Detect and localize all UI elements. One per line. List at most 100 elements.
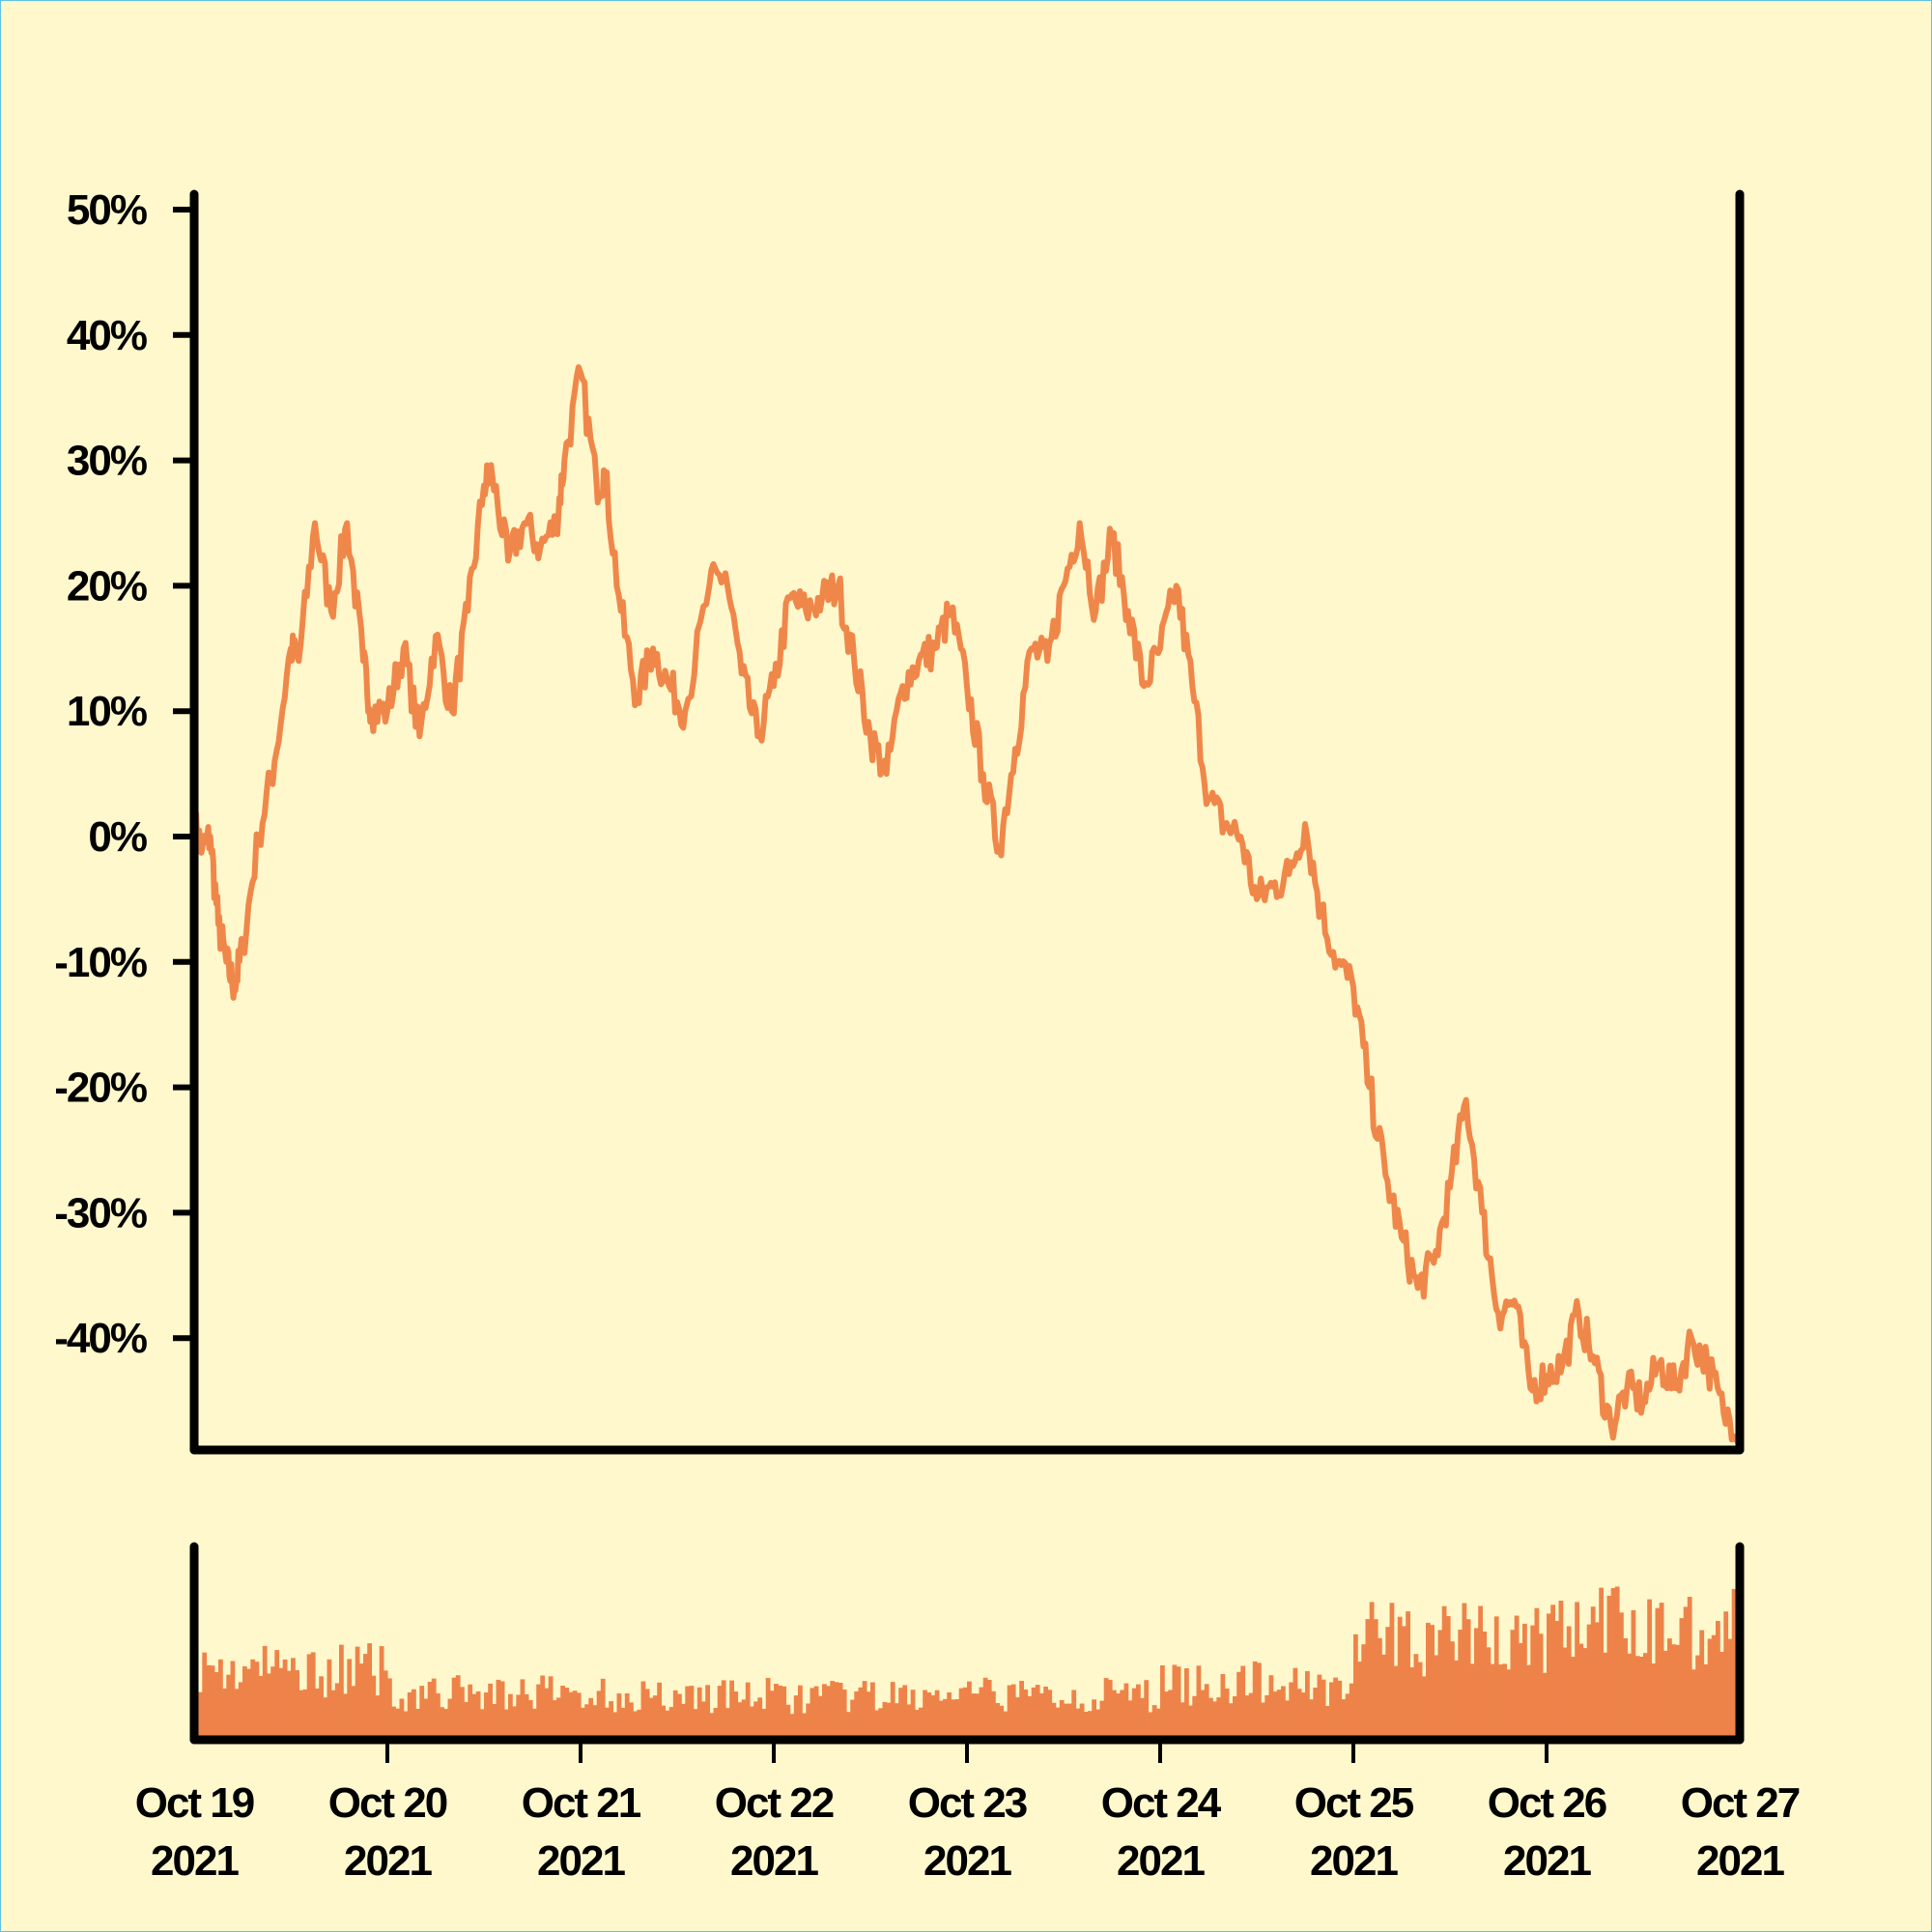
volume-bar: [1003, 1711, 1009, 1740]
volume-bar: [854, 1690, 860, 1740]
volume-bar: [1010, 1684, 1016, 1740]
volume-bar: [278, 1667, 284, 1740]
y-tick-label: -20%: [54, 1065, 147, 1112]
volume-bar: [254, 1662, 260, 1740]
volume-bar: [1723, 1611, 1729, 1740]
volume-bar: [1450, 1641, 1455, 1740]
volume-bar: [1703, 1663, 1709, 1740]
volume-bar: [1357, 1662, 1362, 1740]
volume-bar: [1055, 1707, 1061, 1740]
volume-bar: [1662, 1650, 1668, 1740]
volume-bar: [826, 1686, 831, 1740]
volume-bar: [1603, 1652, 1608, 1740]
volume-bar: [657, 1682, 662, 1740]
volume-bar: [412, 1689, 416, 1740]
y-axis-ticks: 50% 40% 30% 20% 10% 0% -10% -20% -30% -40%: [54, 186, 194, 1362]
volume-bar: [1204, 1684, 1209, 1740]
x-tick-year: 2021: [344, 1837, 432, 1885]
volume-bar: [1228, 1703, 1234, 1740]
volume-bar: [696, 1687, 702, 1740]
volume-bar: [1671, 1644, 1676, 1740]
volume-bar: [895, 1703, 899, 1740]
volume-bar: [1079, 1703, 1085, 1740]
volume-bar: [870, 1682, 875, 1740]
volume-bar: [524, 1693, 529, 1740]
volume-bar: [298, 1690, 304, 1740]
volume-bar: [363, 1654, 368, 1740]
volume-bar: [258, 1676, 264, 1740]
volume-bar: [1474, 1628, 1479, 1740]
volume-bar: [1144, 1680, 1150, 1740]
volume-bar: [1103, 1678, 1109, 1740]
volume-bar: [1667, 1638, 1672, 1740]
volume-bar: [878, 1708, 884, 1740]
volume-bar: [1659, 1603, 1664, 1740]
volume-bar: [910, 1690, 916, 1740]
volume-bar: [238, 1682, 243, 1740]
volume-bar: [210, 1665, 215, 1740]
volume-bar: [440, 1707, 444, 1740]
volume-bar: [1378, 1637, 1382, 1740]
volume-bar: [822, 1684, 827, 1740]
volume-bar: [979, 1687, 984, 1740]
volume-bar: [596, 1690, 602, 1740]
x-tick-year: 2021: [730, 1837, 818, 1885]
volume-bar: [1285, 1700, 1290, 1740]
volume-bar: [323, 1697, 328, 1740]
volume-bar: [605, 1707, 610, 1740]
volume-bar: [999, 1705, 1005, 1740]
volume-bar: [508, 1693, 513, 1740]
volume-bar: [1458, 1630, 1463, 1740]
volume-bar: [1088, 1711, 1093, 1740]
volume-bar: [1634, 1656, 1640, 1740]
volume-bar: [1595, 1622, 1600, 1740]
volume-bar: [1172, 1664, 1178, 1740]
volume-bar: [1192, 1695, 1198, 1740]
volume-bar: [572, 1690, 578, 1740]
y-tick-label: -30%: [54, 1189, 147, 1236]
volume-bar: [1486, 1647, 1492, 1740]
volume-bar: [339, 1644, 344, 1740]
volume-bar: [1417, 1662, 1423, 1740]
volume-bar: [1462, 1603, 1467, 1740]
volume-bar: [986, 1680, 992, 1740]
volume-bar: [464, 1701, 469, 1740]
volume-bar: [1530, 1625, 1536, 1740]
volume-bar: [1043, 1686, 1048, 1740]
volume-bar: [206, 1664, 212, 1740]
volume-bar: [1675, 1644, 1681, 1740]
volume-bar: [1309, 1699, 1314, 1740]
volume-bar: [1454, 1660, 1459, 1740]
volume-bar: [1305, 1671, 1310, 1740]
volume-bar: [757, 1697, 763, 1740]
volume-bar: [1349, 1683, 1354, 1740]
volume-bar: [943, 1698, 948, 1740]
volume-bar: [721, 1680, 726, 1740]
volume-bar: [810, 1688, 815, 1740]
y-tick-label: 40%: [67, 312, 147, 359]
volume-bar: [262, 1645, 268, 1740]
volume-bar: [1329, 1682, 1334, 1740]
volume-bar: [995, 1703, 1000, 1740]
volume-bar: [1324, 1706, 1330, 1740]
volume-bar: [967, 1681, 972, 1740]
x-tick-date: Oct 23: [908, 1779, 1027, 1827]
volume-bar: [745, 1682, 751, 1740]
volume-bar: [568, 1691, 574, 1740]
volume-bar: [668, 1707, 674, 1740]
volume-bar: [890, 1682, 895, 1740]
volume-bar: [520, 1679, 526, 1740]
volume-bar: [1538, 1634, 1544, 1740]
volume-bar: [971, 1693, 976, 1740]
volume-bar: [1575, 1602, 1579, 1740]
volume-bar: [581, 1707, 585, 1740]
volume-bar: [1067, 1703, 1072, 1740]
volume-bar: [1300, 1692, 1306, 1740]
volume-bar: [1518, 1642, 1523, 1740]
volume-bar: [403, 1711, 409, 1740]
volume-bar: [1261, 1702, 1265, 1740]
volume-bar: [648, 1697, 654, 1740]
x-tick-date: Oct 24: [1101, 1779, 1222, 1827]
volume-bar: [213, 1672, 219, 1740]
volume-bar: [1465, 1619, 1471, 1740]
